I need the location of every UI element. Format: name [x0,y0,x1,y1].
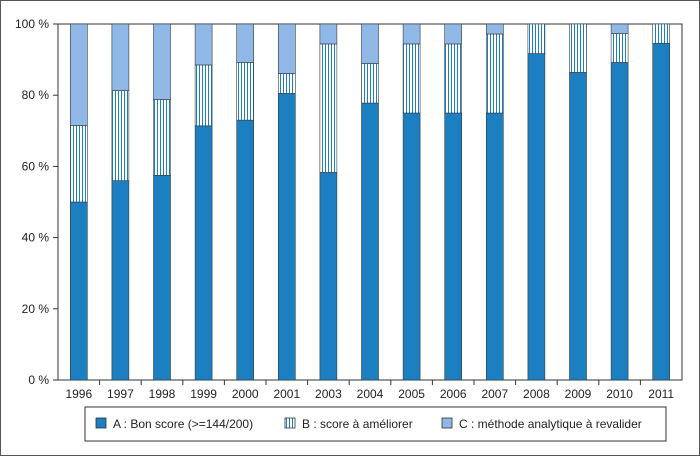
bar-segment-c-1998 [153,23,171,100]
y-tick-label: 100 % [15,17,49,31]
x-tick-label: 2008 [523,387,550,401]
y-tick-label: 20 % [22,302,50,316]
bar-segment-b-2000 [236,62,254,121]
x-tick-label: 2006 [440,387,467,401]
bars-group [70,23,671,381]
bar-segment-c-2007 [485,23,504,35]
bar-segment-a-2010 [610,62,629,381]
bar-segment-a-2007 [485,112,504,381]
y-tick-label: 80 % [22,88,50,102]
legend-box [84,406,667,442]
bar-segment-a-2008 [527,53,546,381]
bar-segment-c-2006 [444,23,463,45]
bar-segment-c-1996 [70,23,88,126]
x-tick-label: 2003 [315,387,342,401]
bar-segment-b-2008 [527,23,546,54]
bar-segment-a-1998 [153,175,171,381]
bar-segment-a-2011 [652,42,671,381]
bar-segment-c-2000 [236,23,254,63]
bar-segment-b-2001 [277,73,296,94]
bar-segment-a-2003 [319,172,338,381]
bar-segment-b-2005 [402,43,421,114]
bar-segment-c-2010 [610,23,629,34]
legend: A : Bon score (>=144/200) B : score à am… [84,406,667,442]
x-tick-label: 2005 [398,387,425,401]
bar-segment-a-2001 [277,93,296,381]
x-tick-label: 1997 [107,387,134,401]
bar-segment-b-2010 [610,33,629,63]
legend-swatch-c [441,417,453,429]
x-tick-label: 1998 [149,387,176,401]
legend-swatch-b [284,417,296,429]
bar-segment-b-1997 [111,90,130,181]
x-tick-label: 2010 [606,387,633,401]
bar-segment-a-1997 [111,180,130,381]
bar-segment-b-2007 [485,33,504,114]
y-tick-label: 40 % [22,231,50,245]
bar-segment-a-2005 [402,112,421,381]
x-tick-label: 2011 [648,387,674,401]
bar-segment-b-1996 [70,125,88,203]
bar-segment-c-2004 [361,23,379,64]
legend-item-b: B : score à améliorer [284,417,413,431]
bar-segment-b-2004 [361,63,379,104]
bar-segment-a-2006 [444,112,463,381]
bar-segment-b-2006 [444,43,463,114]
bar-segment-c-2001 [277,23,296,74]
legend-label-a: A : Bon score (>=144/200) [113,417,253,431]
x-tick-label: 2000 [232,387,259,401]
y-tick-label: 0 % [28,373,49,387]
x-tick-label: 1996 [65,387,92,401]
bar-segment-b-1999 [194,64,213,127]
bar-segment-a-1996 [70,201,88,381]
bar-segment-a-2009 [569,72,587,381]
y-axis: 0 % 20 % 40 % 60 % 80 % 100 % [15,17,58,387]
legend-label-c: C : méthode analytique à revalider [459,417,642,431]
bar-segment-c-1997 [111,23,130,91]
bar-segment-a-2004 [361,102,379,381]
x-tick-label: 2001 [273,387,300,401]
bar-segment-a-1999 [194,125,213,381]
legend-item-a: A : Bon score (>=144/200) [95,417,253,431]
x-tick-label: 1999 [190,387,217,401]
bar-segment-b-2009 [569,23,587,73]
x-axis: 1996 1997 1998 1999 2000 2001 2003 2004 2005 2006… [65,380,674,401]
bar-segment-a-2000 [236,119,254,381]
bar-segment-b-2011 [652,23,671,44]
bar-segment-c-2003 [319,23,338,45]
x-tick-label: 2004 [357,387,384,401]
x-tick-label: 2009 [565,387,592,401]
legend-label-b: B : score à améliorer [302,417,413,431]
legend-item-c: C : méthode analytique à revalider [441,417,642,431]
bar-segment-b-2003 [319,43,338,173]
bar-segment-c-2005 [402,23,421,45]
bar-segment-b-1998 [153,99,171,176]
x-tick-label: 2007 [481,387,508,401]
y-tick-label: 60 % [22,159,50,173]
bar-segment-c-1999 [194,23,213,66]
legend-swatch-a [95,417,107,429]
